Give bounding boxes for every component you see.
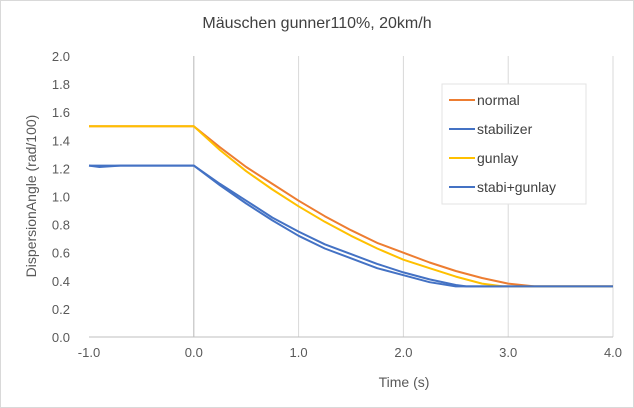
y-tick-labels: 0.0 0.2 0.4 0.6 0.8 1.0 1.2 1.4 1.6 1.8 2.0	[52, 49, 70, 345]
y-tick-label: 0.6	[52, 246, 70, 261]
y-tick-label: 0.2	[52, 302, 70, 317]
legend-box	[441, 83, 587, 205]
x-tick-label: -1.0	[78, 345, 100, 360]
series-line-stabi-gunlay	[89, 164, 613, 288]
y-tick-label: 1.0	[52, 190, 70, 205]
legend-label-stabi-gunlay: stabi+gunlay	[477, 179, 556, 195]
legend-label-normal: normal	[477, 92, 520, 108]
y-tick-label: 0.8	[52, 218, 70, 233]
x-axis-label: Time (s)	[379, 374, 430, 390]
y-tick-label: 1.2	[52, 161, 70, 176]
x-tick-label: 2.0	[394, 345, 412, 360]
x-tick-label: 1.0	[290, 345, 308, 360]
series-line-normal	[89, 125, 613, 288]
x-tick-label: 0.0	[185, 345, 203, 360]
chart-title: Mäuschen gunner110%, 20km/h	[202, 15, 431, 32]
y-tick-label: 1.4	[52, 133, 70, 148]
legend-label-gunlay: gunlay	[477, 150, 518, 166]
y-tick-label: 1.6	[52, 105, 70, 120]
axes	[89, 56, 613, 338]
x-tick-labels: -1.0 0.0 1.0 2.0 3.0 4.0	[78, 345, 622, 360]
series-lines	[88, 125, 613, 288]
y-tick-label: 1.8	[52, 77, 70, 92]
y-axis-label: DispersionAngle (rad/100)	[23, 115, 39, 278]
x-tick-label: 4.0	[604, 345, 622, 360]
y-tick-label: 0.0	[52, 330, 70, 345]
x-tick-label: 3.0	[499, 345, 517, 360]
series-line-gunlay	[89, 125, 613, 288]
legend-label-stabilizer: stabilizer	[477, 121, 533, 137]
legend: normal stabilizer gunlay stabi+gunlay	[441, 83, 587, 205]
y-tick-label: 2.0	[52, 49, 70, 64]
y-tick-label: 0.4	[52, 274, 70, 289]
